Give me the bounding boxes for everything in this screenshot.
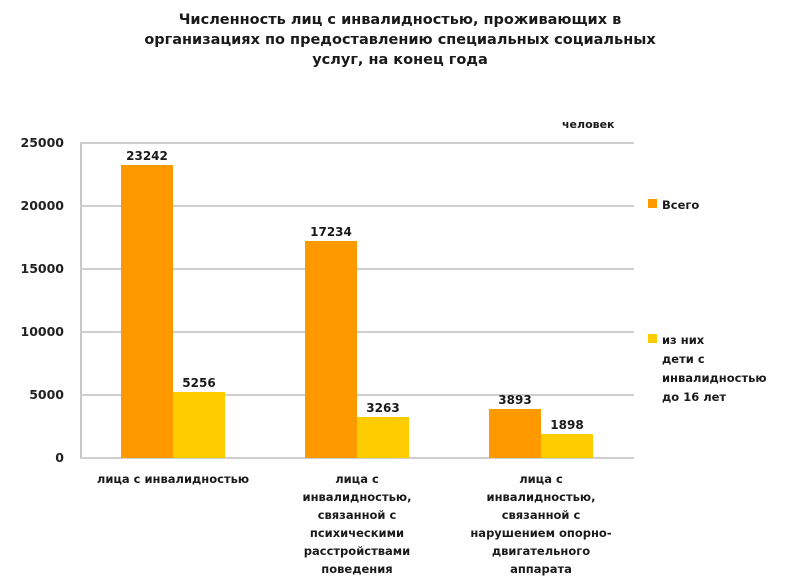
- data-label: 5256: [182, 375, 216, 390]
- data-label: 23242: [126, 149, 168, 164]
- y-tick-label: 25000: [20, 135, 65, 150]
- gridline: [80, 268, 634, 270]
- unit-label: человек: [562, 118, 615, 131]
- y-tick-label: 5000: [29, 387, 64, 402]
- legend-label: из них дети с инвалидностью до 16 лет: [662, 333, 767, 404]
- plot-area: 23242 5256 17234 3263 3893 1898: [80, 142, 634, 459]
- bar-total-2: [305, 240, 357, 458]
- bar-total-3: [489, 408, 541, 458]
- data-label: 3263: [366, 400, 400, 415]
- bar-children-1: [173, 391, 225, 458]
- chart-title: Численность лиц с инвалидностью, прожива…: [144, 12, 656, 68]
- category-label-1: лица с инвалидностью: [96, 472, 250, 486]
- category-label-2: лица с инвалидностью, связанной с психич…: [302, 472, 412, 576]
- y-axis-line: [80, 143, 82, 459]
- gridline: [80, 394, 634, 396]
- legend-swatch: [648, 334, 657, 343]
- data-label: 17234: [310, 224, 352, 239]
- bar-children-3: [541, 434, 593, 458]
- y-tick-label: 0: [55, 450, 64, 465]
- bar-total-1: [121, 165, 173, 458]
- legend-swatch: [648, 199, 657, 208]
- gridline: [80, 205, 634, 207]
- category-label-3: лица с инвалидностью, связанной с наруше…: [470, 472, 612, 576]
- bar-children-2: [357, 416, 409, 458]
- data-label: 1898: [550, 418, 584, 433]
- x-axis-line: [80, 457, 634, 459]
- gridline: [80, 331, 634, 333]
- gridline: [80, 142, 634, 144]
- y-tick-label: 15000: [20, 261, 65, 276]
- data-label: 3893: [498, 392, 532, 407]
- y-tick-label: 20000: [20, 198, 65, 213]
- y-tick-label: 10000: [20, 324, 65, 339]
- legend-label: Всего: [662, 198, 700, 212]
